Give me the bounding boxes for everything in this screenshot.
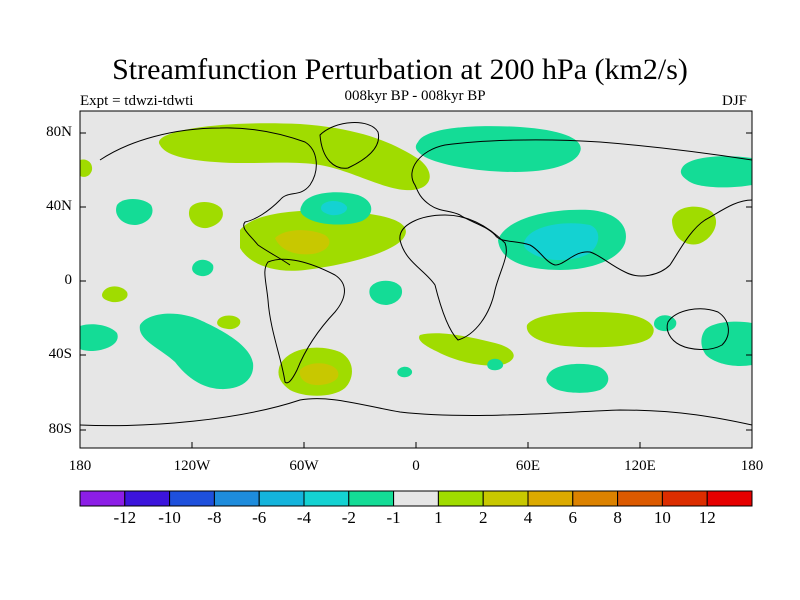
colorbar-label: -4 [296,508,312,527]
contour-fill-region [415,126,581,172]
contour-fill-region [369,280,403,305]
map-title: Streamfunction Perturbation at 200 hPa (… [112,53,688,86]
north-america-coast [99,127,317,266]
colorbar-swatch [393,490,439,507]
colorbar-swatch [617,490,663,507]
eurasia-coast [411,139,752,277]
contour-fill-region [102,286,128,303]
contour-fill-region [546,363,609,393]
contour-fill-region [672,206,717,245]
contour-fill-region [80,159,93,177]
colorbar-swatch [79,490,126,507]
colorbar-swatch [527,490,574,507]
colorbar-label: -10 [158,508,181,527]
axis-ticks [80,132,752,448]
colorbar-swatch [661,490,708,507]
contour-fill-region [299,363,339,386]
lon-label-60e: 60E [515,458,541,474]
colorbar-label: 12 [698,508,716,527]
contour-fill-region [680,156,752,188]
contour-fill-region [523,223,599,261]
colorbar-swatch [303,490,350,507]
contour-fill-region [217,315,241,330]
colorbar-label: 4 [523,508,533,527]
lat-label-0: 0 [64,272,73,288]
map-subtitle: 008kyr BP - 008kyr BP [344,88,486,104]
colorbar-swatch [213,490,260,507]
contour-fill-region [188,202,223,229]
colorbar-swatch [124,490,171,507]
coastlines [80,122,752,427]
colorbar-label: 10 [653,508,671,527]
contour-fill-layer [80,123,752,396]
lon-label-180e: 180 [740,458,764,474]
colorbar-swatch [258,490,305,507]
lon-label-120e: 120E [624,458,656,474]
colorbar-swatch [169,490,215,507]
colorbar-swatch [348,490,395,507]
contour-fill-region [321,201,348,216]
contour-fill-region [275,230,330,255]
south-america-coast [264,258,345,384]
colorbar-label: -6 [252,508,267,527]
lat-label-80s: 80S [48,421,72,437]
lon-label-60w: 60W [289,458,319,474]
season-label: DJF [722,93,748,109]
africa-coast [399,214,507,341]
contour-fill-region [419,333,514,366]
colorbar-label: -2 [341,508,356,527]
contour-fill-region [80,324,118,351]
experiment-label: Expt = tdwzi-tdwti [80,93,194,109]
contour-fill-region [487,358,504,371]
contour-fill-region [158,123,430,191]
lat-label-40s: 40S [48,346,72,362]
colorbar-label: 6 [568,508,578,527]
colorbar-swatch [706,490,753,507]
contour-fill-region [701,321,752,366]
lat-label-80n: 80N [46,124,72,140]
contour-fill-region [653,315,677,332]
colorbar-label: 8 [613,508,622,527]
lon-label-180w: 180 [68,458,92,474]
colorbar-swatch [482,490,529,507]
colorbar-swatch [437,490,484,507]
antarctica-coast [80,398,752,427]
australia-coast [666,308,729,350]
lon-label-0: 0 [412,458,420,474]
lon-label-120w: 120W [173,458,211,474]
colorbar-label: 2 [478,508,488,527]
colorbar-label: 1 [434,508,443,527]
contour-fill-region [116,199,153,225]
greenland-coast [319,122,380,169]
contour-fill-region [139,313,254,390]
colorbar [79,490,753,507]
colorbar-label: -12 [113,508,137,527]
contour-fill-region [526,311,654,348]
contour-fill-region [192,259,214,277]
colorbar-label: -8 [207,508,222,527]
contour-fill-region [397,366,413,378]
colorbar-swatch [572,490,619,507]
colorbar-label: -1 [386,508,401,527]
lat-label-40n: 40N [46,198,72,214]
